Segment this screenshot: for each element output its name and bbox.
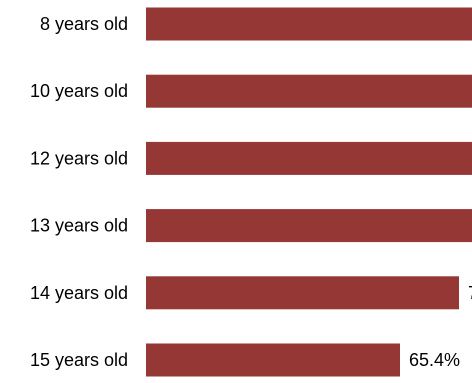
value-label: 65.4% xyxy=(409,350,460,370)
category-label: 10 years old xyxy=(30,81,128,101)
bar xyxy=(146,7,472,41)
category-label: 14 years old xyxy=(30,283,128,303)
bar xyxy=(146,74,472,108)
bar xyxy=(146,343,400,377)
category-label: 12 years old xyxy=(30,148,128,168)
category-label: 13 years old xyxy=(30,216,128,236)
bar xyxy=(146,141,472,175)
bar xyxy=(146,276,459,310)
category-label: 15 years old xyxy=(30,350,128,370)
category-label: 8 years old xyxy=(40,14,128,34)
bar xyxy=(146,209,472,243)
bars-layer: 8 years old89.4%10 years old85.5%12 year… xyxy=(30,7,472,377)
value-label: 71.3% xyxy=(468,283,472,303)
